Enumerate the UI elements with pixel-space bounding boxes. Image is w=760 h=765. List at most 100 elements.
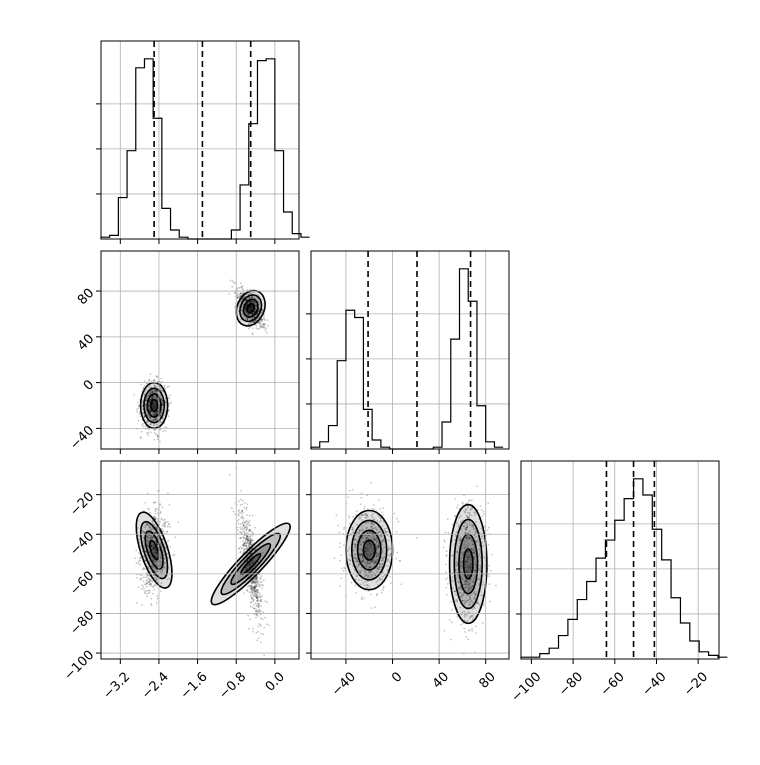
x1-vs-x2-point <box>152 403 155 406</box>
x1-vs-x2-point <box>154 390 157 392</box>
x1-vs-x3-point <box>246 585 249 588</box>
x1-vs-x2-point <box>155 391 157 394</box>
x2-vs-x3-point <box>451 609 453 611</box>
x1-vs-x3-point <box>240 528 242 530</box>
x1-vs-x2-point <box>149 392 152 395</box>
x1-vs-x2-point <box>160 398 163 401</box>
x1-vs-x2-point <box>240 308 243 311</box>
x1-vs-x2-point <box>155 396 158 399</box>
x1-vs-x2-point <box>155 406 157 409</box>
x2-vs-x3-point <box>460 623 463 626</box>
x1-vs-x2-point <box>248 308 251 310</box>
x1-vs-x2-point <box>262 318 264 320</box>
x2-vs-x3-point <box>340 577 343 580</box>
x2-vs-x3-point <box>343 566 345 569</box>
x1-vs-x3-point <box>254 608 257 610</box>
x1-vs-x3-point <box>250 530 253 533</box>
x2-vs-x3-point <box>481 622 484 625</box>
x1-vs-x2-point <box>153 411 155 414</box>
x1-vs-x2-point <box>266 319 269 322</box>
x1-vs-x2-point <box>249 309 252 312</box>
x1-vs-x2-point <box>151 403 154 406</box>
x1-vs-x3-point <box>240 490 242 492</box>
x1-vs-x2-point <box>151 398 153 400</box>
x1-vs-x2-y-tick-label-3: 80 <box>75 286 97 308</box>
x1-vs-x2-point <box>159 440 161 443</box>
x2-vs-x3-point <box>339 559 341 562</box>
x1-vs-x2-point <box>161 380 164 383</box>
x2-vs-x3-point <box>378 499 380 501</box>
x2-vs-x3-point <box>363 507 366 510</box>
x1-vs-x3-y-tick-label-4: −20 <box>67 489 97 519</box>
x1-vs-x2-point <box>260 318 263 321</box>
x1-vs-x3-point <box>144 593 147 595</box>
x2-vs-x3-point <box>487 543 490 546</box>
x2-vs-x3-point <box>348 522 351 525</box>
x1-vs-x2-point <box>248 307 250 310</box>
x1-vs-x3-point <box>140 587 143 590</box>
x1-vs-x2-point <box>156 417 158 420</box>
x2-vs-x3-point <box>363 597 365 600</box>
x1-vs-x3-point <box>167 539 170 542</box>
x1-vs-x3-x-tick-label-4: 0.0 <box>263 669 288 694</box>
x1-vs-x3-point <box>155 602 158 604</box>
x1-vs-x2-point <box>140 437 142 440</box>
x1-vs-x2-point <box>245 317 247 320</box>
x1-vs-x3-point <box>239 526 242 529</box>
x2-vs-x3-x-tick-label-3: 80 <box>476 669 498 691</box>
x1-vs-x2-point <box>152 405 155 407</box>
x1-vs-x2-point <box>155 390 158 392</box>
x2-vs-x3-point <box>446 555 448 557</box>
x1-vs-x3-point <box>248 591 251 594</box>
x1-vs-x2-point <box>163 384 166 387</box>
x1-vs-x2-point <box>256 313 258 316</box>
x1-vs-x3-point <box>262 579 265 582</box>
x1-vs-x2-point <box>155 413 158 416</box>
x1-vs-x3-point <box>242 544 245 547</box>
x2-vs-x3-point <box>382 513 385 516</box>
x2-vs-x3-point <box>360 492 363 495</box>
x1-vs-x2-point <box>153 385 156 387</box>
x1-vs-x2-point <box>248 306 251 308</box>
x2-vs-x3-point <box>354 584 356 587</box>
x2-vs-x3-point <box>444 531 447 534</box>
x1-vs-x3-point <box>232 510 235 513</box>
x1-vs-x2-point <box>236 297 239 299</box>
x2-vs-x3-point <box>471 627 473 630</box>
x1-vs-x2-point <box>263 322 266 325</box>
x2-vs-x3-point <box>350 581 353 584</box>
x1-vs-x2-point <box>153 413 156 416</box>
x1-vs-x2-point <box>249 301 251 304</box>
x2-vs-x3-point <box>443 541 446 543</box>
x1-vs-x2-point <box>254 308 257 311</box>
x1-vs-x2-point <box>152 407 155 410</box>
x1-vs-x2-point <box>154 413 157 416</box>
x1-vs-x2-point <box>161 402 164 405</box>
x1-vs-x3-point <box>244 521 247 524</box>
x1-vs-x2-point <box>163 386 166 388</box>
x1-vs-x3-x-tick-label-2: −1.6 <box>178 669 211 702</box>
x1-vs-x3-point <box>249 601 252 604</box>
x1-vs-x3-point <box>256 581 258 584</box>
x2-vs-x3-point <box>342 569 345 572</box>
x1-vs-x3-point <box>242 540 245 543</box>
x1-vs-x2-point <box>264 323 266 326</box>
x1-vs-x2-point <box>159 395 162 397</box>
x1-vs-x2-point <box>149 416 152 419</box>
x1-vs-x2-point <box>166 386 169 388</box>
x1-vs-x3-point <box>249 605 252 608</box>
x1-vs-x3-point <box>241 503 244 506</box>
x2-vs-x3-point <box>488 583 491 586</box>
x1-vs-x2-point <box>145 403 147 406</box>
x1-vs-x3-point <box>137 561 140 564</box>
x1-vs-x3-point <box>243 548 246 551</box>
x2-vs-x3-point <box>397 520 400 523</box>
x1-vs-x3-point <box>236 526 239 529</box>
x1-vs-x2-point <box>247 313 250 315</box>
x1-vs-x2-point <box>258 327 261 330</box>
x1-vs-x3-y-tick-label-0: −100 <box>61 648 97 684</box>
x2-vs-x3-point <box>380 592 383 594</box>
x1-vs-x2-point <box>161 400 163 403</box>
x1-vs-x2-point <box>168 409 170 412</box>
x1-vs-x2-point <box>150 410 152 412</box>
